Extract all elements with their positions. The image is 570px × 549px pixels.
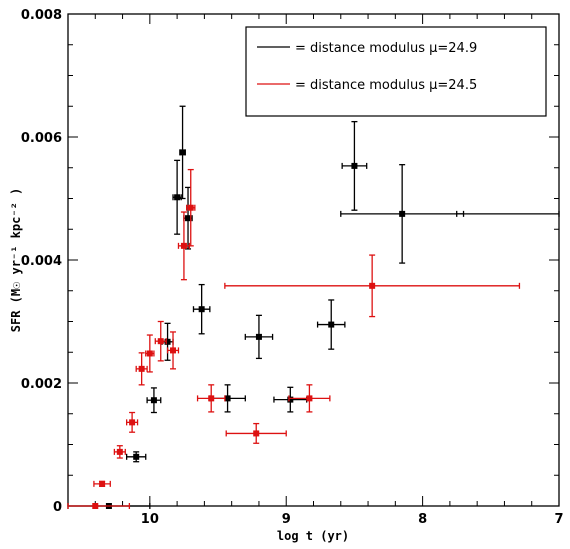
point-marker — [164, 338, 171, 345]
data-point — [67, 503, 131, 509]
point-marker — [208, 395, 215, 402]
data-point — [186, 168, 196, 247]
legend: = distance modulus μ=24.9 = distance mod… — [245, 26, 547, 117]
data-series — [67, 105, 560, 509]
series-0 — [67, 105, 560, 509]
point-marker — [369, 282, 376, 289]
data-point — [224, 254, 521, 318]
point-marker — [116, 448, 123, 455]
data-point — [244, 314, 274, 360]
point-marker — [170, 347, 177, 354]
point-marker — [138, 365, 145, 372]
point-marker — [129, 419, 136, 426]
point-marker — [187, 204, 194, 211]
legend-label-red: = distance modulus μ=24.5 — [295, 78, 477, 93]
y-axis-title: SFR (M☉ yr⁻¹ kpc⁻² ) — [9, 188, 23, 333]
tick-labels: 10 9 8 7 0 0.002 0.004 0.006 0.008 — [21, 8, 564, 527]
x-tick-label: 8 — [418, 512, 427, 527]
data-point — [154, 320, 167, 362]
point-marker — [99, 480, 106, 487]
series-1 — [67, 168, 521, 509]
point-marker — [150, 397, 157, 404]
data-point — [177, 211, 191, 281]
point-marker — [179, 149, 186, 156]
data-point — [146, 387, 162, 414]
data-point — [145, 334, 155, 373]
point-marker — [198, 306, 205, 313]
point-marker — [133, 453, 140, 460]
point-marker — [174, 194, 181, 201]
data-point — [273, 386, 308, 413]
point-marker — [157, 338, 164, 345]
data-point — [225, 422, 287, 444]
data-point — [192, 283, 211, 335]
data-point — [172, 159, 182, 235]
y-tick-label: 0.008 — [21, 8, 62, 23]
point-marker — [180, 242, 187, 249]
data-point — [196, 384, 226, 413]
data-point — [288, 384, 331, 413]
legend-box — [245, 26, 547, 117]
data-point — [125, 411, 139, 433]
data-point — [125, 451, 147, 463]
data-point — [166, 331, 180, 370]
point-marker — [306, 395, 313, 402]
point-marker — [253, 430, 260, 437]
x-tick-label: 9 — [282, 512, 291, 527]
point-marker — [328, 321, 335, 328]
data-point — [316, 299, 346, 350]
y-tick-label: 0.004 — [21, 254, 62, 269]
data-point — [113, 445, 126, 459]
data-point — [456, 210, 560, 217]
point-marker — [255, 333, 262, 340]
legend-label-black: = distance modulus μ=24.9 — [295, 41, 477, 56]
data-point — [93, 480, 111, 487]
y-tick-label: 0.002 — [21, 377, 62, 392]
point-marker — [146, 350, 153, 357]
data-point — [340, 164, 465, 264]
data-point — [341, 120, 368, 211]
point-marker — [351, 162, 358, 169]
point-marker — [185, 215, 192, 222]
x-tick-label: 7 — [554, 512, 563, 527]
y-tick-label: 0 — [53, 500, 62, 515]
x-tick-label: 10 — [141, 512, 159, 527]
point-marker — [224, 395, 231, 402]
point-marker — [399, 210, 406, 217]
x-axis-title: log t (yr) — [277, 529, 349, 543]
point-marker — [92, 503, 99, 509]
data-point — [179, 105, 186, 200]
y-tick-label: 0.006 — [21, 131, 62, 146]
point-marker — [287, 396, 294, 403]
data-point — [135, 352, 148, 386]
